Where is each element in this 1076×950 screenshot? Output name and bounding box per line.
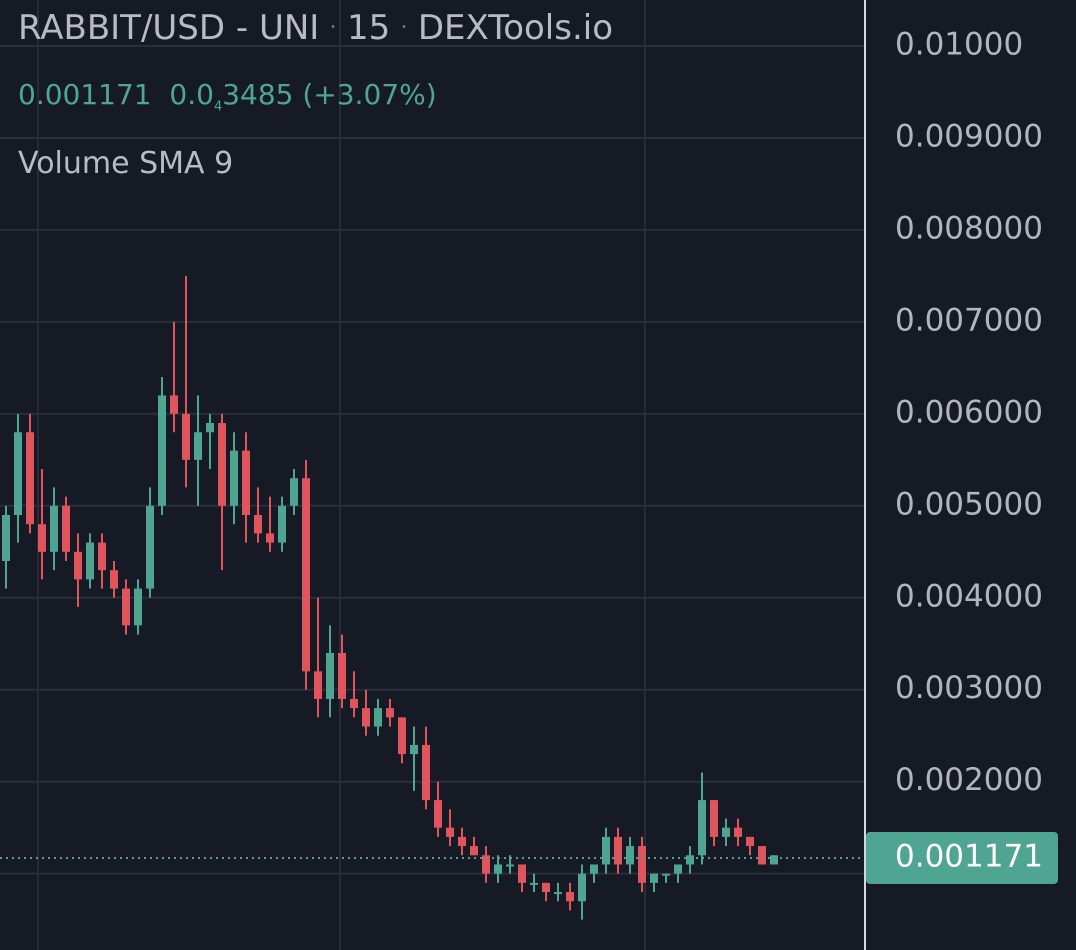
candle-body bbox=[470, 846, 478, 856]
candle-body bbox=[398, 717, 406, 755]
candle-body bbox=[218, 423, 226, 506]
candle-body bbox=[38, 524, 46, 552]
candle-body bbox=[2, 515, 10, 561]
interval: 15 bbox=[346, 8, 391, 48]
candle-body bbox=[710, 800, 718, 837]
candle-body bbox=[158, 395, 166, 506]
candle-body bbox=[230, 450, 238, 506]
price-axis: 0.01000 0.009000 0.008000 0.007000 0.006000 0… bbox=[866, 26, 1058, 890]
candle-body bbox=[770, 855, 778, 865]
candle-body bbox=[674, 864, 682, 874]
candle-body bbox=[62, 505, 70, 552]
candle-body bbox=[386, 708, 394, 718]
candle-body bbox=[374, 708, 382, 727]
change-zeros: 4 bbox=[213, 99, 223, 115]
candle-body bbox=[98, 542, 106, 571]
grid bbox=[0, 44, 865, 875]
candle-body bbox=[446, 827, 454, 837]
candle-body bbox=[302, 478, 310, 672]
candle-body bbox=[530, 882, 538, 885]
candle-body bbox=[194, 432, 202, 460]
candle-body bbox=[338, 652, 346, 699]
candle-body bbox=[14, 432, 22, 516]
y-tick-label: 0.008000 bbox=[895, 210, 1043, 246]
candle-body bbox=[626, 846, 634, 865]
last-price-box bbox=[866, 831, 1058, 884]
y-tick-label: 0.004000 bbox=[895, 578, 1043, 614]
last-price-label: 0.001171 bbox=[895, 838, 1043, 874]
candle-body bbox=[578, 873, 586, 902]
y-tick-label: 0.005000 bbox=[895, 486, 1043, 522]
candle-body bbox=[350, 698, 358, 709]
candle-body bbox=[602, 836, 610, 865]
candle-body bbox=[290, 478, 298, 506]
change-prefix: 0.0 bbox=[169, 78, 214, 111]
candle-body bbox=[50, 505, 58, 552]
candle-body bbox=[326, 652, 334, 699]
candle-body bbox=[494, 864, 502, 874]
candle-body bbox=[758, 846, 766, 865]
separator: · bbox=[400, 13, 408, 41]
candle-body bbox=[86, 542, 94, 580]
candle-body bbox=[134, 588, 142, 626]
change-pct: (+3.07%) bbox=[302, 78, 437, 111]
candle-body bbox=[410, 744, 418, 755]
candle-body bbox=[458, 836, 466, 847]
candle-body bbox=[74, 551, 82, 580]
candle-body bbox=[734, 827, 742, 837]
candle-body bbox=[614, 836, 622, 865]
candle-body bbox=[362, 708, 370, 727]
candle-body bbox=[146, 505, 154, 589]
candle-body bbox=[566, 892, 574, 902]
candle-body bbox=[686, 855, 694, 865]
y-tick-label: 0.003000 bbox=[895, 670, 1043, 706]
candle-body bbox=[542, 882, 550, 893]
separator: · bbox=[329, 13, 337, 41]
candle-body bbox=[170, 395, 178, 414]
y-tick-label: 0.009000 bbox=[895, 118, 1043, 154]
candle-body bbox=[722, 827, 730, 837]
candle-body bbox=[278, 505, 286, 543]
y-tick-label: 0.01000 bbox=[895, 26, 1023, 62]
candle-body bbox=[554, 892, 562, 895]
candle-body bbox=[482, 855, 490, 874]
candle-body bbox=[422, 744, 430, 801]
candle-body bbox=[314, 671, 322, 699]
price-line: 0.001171 0.043485 (+3.07%) bbox=[18, 78, 437, 115]
y-tick-label: 0.002000 bbox=[895, 762, 1043, 798]
candle-body bbox=[266, 533, 274, 543]
candle-body bbox=[206, 423, 214, 433]
source: DEXTools.io bbox=[417, 8, 614, 48]
candle-body bbox=[506, 864, 514, 867]
indicator: Volume SMA 9 bbox=[18, 146, 234, 181]
candle-body bbox=[518, 864, 526, 883]
y-tick-label: 0.006000 bbox=[895, 394, 1043, 430]
pair: RABBIT/USD - UNI bbox=[18, 8, 320, 48]
candle-body bbox=[638, 846, 646, 883]
candle-body bbox=[242, 450, 250, 516]
candle-body bbox=[434, 800, 442, 828]
candle-body bbox=[662, 873, 670, 876]
change-digits: 3485 bbox=[222, 78, 294, 111]
candle-body bbox=[122, 588, 130, 626]
candle-body bbox=[650, 873, 658, 883]
y-tick-label: 0.007000 bbox=[895, 302, 1043, 338]
candle-body bbox=[746, 836, 754, 847]
candle-body bbox=[698, 800, 706, 856]
candle-body bbox=[182, 413, 190, 460]
candles bbox=[0, 275, 865, 920]
last-price: 0.001171 bbox=[18, 78, 152, 111]
chart-title: RABBIT/USD - UNI · 15 · DEXTools.io bbox=[18, 8, 613, 48]
candle-body bbox=[26, 432, 34, 525]
candle-body bbox=[590, 864, 598, 874]
candle-body bbox=[254, 515, 262, 534]
candle-body bbox=[110, 570, 118, 589]
